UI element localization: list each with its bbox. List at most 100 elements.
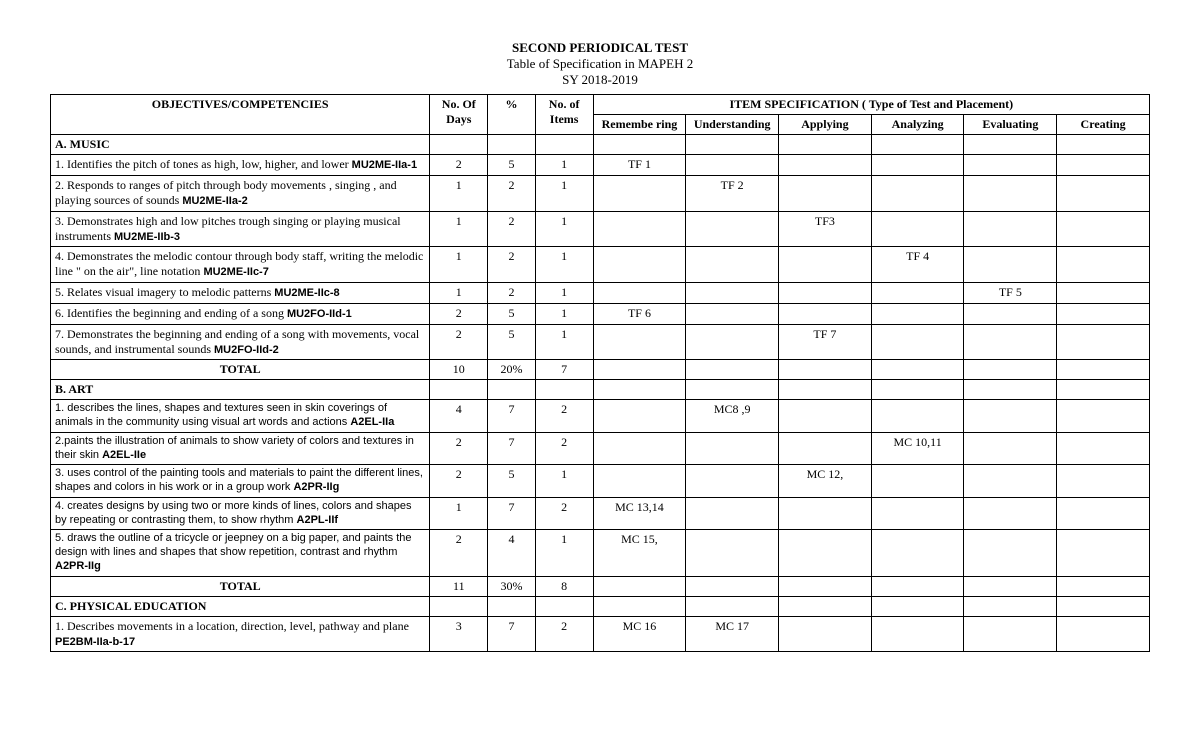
- applying-cell: [779, 175, 872, 211]
- objective-cell: 2. Responds to ranges of pitch through b…: [51, 175, 430, 211]
- analyzing-cell: [871, 303, 964, 324]
- total-cell: 8: [535, 576, 593, 596]
- total-cell: [779, 576, 872, 596]
- col-applying: Applying: [779, 115, 872, 135]
- empty-cell: [535, 596, 593, 616]
- total-cell: [779, 360, 872, 380]
- analyzing-cell: [871, 497, 964, 530]
- days-cell: 2: [430, 155, 488, 176]
- days-cell: 1: [430, 497, 488, 530]
- items-cell: 1: [535, 303, 593, 324]
- table-row: 6. Identifies the beginning and ending o…: [51, 303, 1150, 324]
- evaluating-cell: [964, 432, 1057, 465]
- table-row: 4. Demonstrates the melodic contour thro…: [51, 247, 1150, 283]
- objective-cell: 3. uses control of the painting tools an…: [51, 465, 430, 498]
- empty-cell: [488, 380, 535, 400]
- title-line-1: SECOND PERIODICAL TEST: [50, 40, 1150, 56]
- objective-cell: 1. describes the lines, shapes and textu…: [51, 400, 430, 433]
- creating-cell: [1057, 303, 1150, 324]
- empty-cell: [430, 596, 488, 616]
- evaluating-cell: [964, 211, 1057, 247]
- col-spec-header: ITEM SPECIFICATION ( Type of Test and Pl…: [593, 95, 1149, 115]
- empty-cell: [871, 135, 964, 155]
- applying-cell: TF 7: [779, 324, 872, 360]
- understanding-cell: [686, 465, 779, 498]
- col-items: No. of Items: [535, 95, 593, 135]
- objective-cell: 1. Identifies the pitch of tones as high…: [51, 155, 430, 176]
- items-cell: 2: [535, 497, 593, 530]
- total-cell: 10: [430, 360, 488, 380]
- evaluating-cell: [964, 155, 1057, 176]
- empty-cell: [871, 596, 964, 616]
- pct-cell: 2: [488, 175, 535, 211]
- objective-cell: 3. Demonstrates high and low pitches tro…: [51, 211, 430, 247]
- empty-cell: [535, 135, 593, 155]
- document-page: SECOND PERIODICAL TEST Table of Specific…: [50, 40, 1150, 652]
- days-cell: 2: [430, 303, 488, 324]
- understanding-cell: [686, 432, 779, 465]
- empty-cell: [686, 135, 779, 155]
- understanding-cell: [686, 497, 779, 530]
- days-cell: 1: [430, 247, 488, 283]
- competency-code: MU2ME-IIb-3: [114, 231, 180, 243]
- understanding-cell: MC 17: [686, 616, 779, 652]
- analyzing-cell: [871, 155, 964, 176]
- applying-cell: MC 12,: [779, 465, 872, 498]
- total-label: TOTAL: [51, 360, 430, 380]
- analyzing-cell: MC 10,11: [871, 432, 964, 465]
- total-row: TOTAL1130%8: [51, 576, 1150, 596]
- days-cell: 2: [430, 432, 488, 465]
- items-cell: 1: [535, 247, 593, 283]
- remembering-cell: TF 1: [593, 155, 686, 176]
- applying-cell: [779, 247, 872, 283]
- pct-cell: 2: [488, 211, 535, 247]
- remembering-cell: MC 16: [593, 616, 686, 652]
- objective-text: 5. Relates visual imagery to melodic pat…: [55, 285, 274, 299]
- remembering-cell: [593, 175, 686, 211]
- understanding-cell: [686, 324, 779, 360]
- empty-cell: [488, 596, 535, 616]
- section-header-row: C. PHYSICAL EDUCATION: [51, 596, 1150, 616]
- empty-cell: [1057, 596, 1150, 616]
- competency-code: A2PR-IIg: [55, 560, 101, 572]
- objective-text: 3. Demonstrates high and low pitches tro…: [55, 214, 401, 243]
- total-row: TOTAL1020%7: [51, 360, 1150, 380]
- items-cell: 2: [535, 432, 593, 465]
- understanding-cell: TF 2: [686, 175, 779, 211]
- competency-code: A2PL-IIf: [297, 514, 339, 526]
- days-cell: 1: [430, 283, 488, 304]
- section-title: C. PHYSICAL EDUCATION: [51, 596, 430, 616]
- table-row: 2.paints the illustration of animals to …: [51, 432, 1150, 465]
- table-row: 4. creates designs by using two or more …: [51, 497, 1150, 530]
- total-label: TOTAL: [51, 576, 430, 596]
- applying-cell: [779, 400, 872, 433]
- analyzing-cell: [871, 530, 964, 576]
- creating-cell: [1057, 400, 1150, 433]
- remembering-cell: [593, 211, 686, 247]
- empty-cell: [964, 135, 1057, 155]
- col-days: No. Of Days: [430, 95, 488, 135]
- total-cell: [871, 576, 964, 596]
- empty-cell: [593, 135, 686, 155]
- empty-cell: [686, 596, 779, 616]
- objective-cell: 5. Relates visual imagery to melodic pat…: [51, 283, 430, 304]
- pct-cell: 5: [488, 465, 535, 498]
- items-cell: 1: [535, 155, 593, 176]
- col-analyzing: Analyzing: [871, 115, 964, 135]
- remembering-cell: [593, 465, 686, 498]
- evaluating-cell: [964, 616, 1057, 652]
- empty-cell: [964, 596, 1057, 616]
- objective-text: 1. Describes movements in a location, di…: [55, 619, 409, 633]
- pct-cell: 5: [488, 303, 535, 324]
- table-row: 3. Demonstrates high and low pitches tro…: [51, 211, 1150, 247]
- analyzing-cell: [871, 211, 964, 247]
- competency-code: MU2ME-IIa-2: [182, 195, 247, 207]
- items-cell: 1: [535, 465, 593, 498]
- remembering-cell: TF 6: [593, 303, 686, 324]
- analyzing-cell: [871, 465, 964, 498]
- applying-cell: [779, 616, 872, 652]
- understanding-cell: [686, 211, 779, 247]
- competency-code: MU2FO-IId-1: [287, 308, 352, 320]
- empty-cell: [593, 380, 686, 400]
- col-evaluating: Evaluating: [964, 115, 1057, 135]
